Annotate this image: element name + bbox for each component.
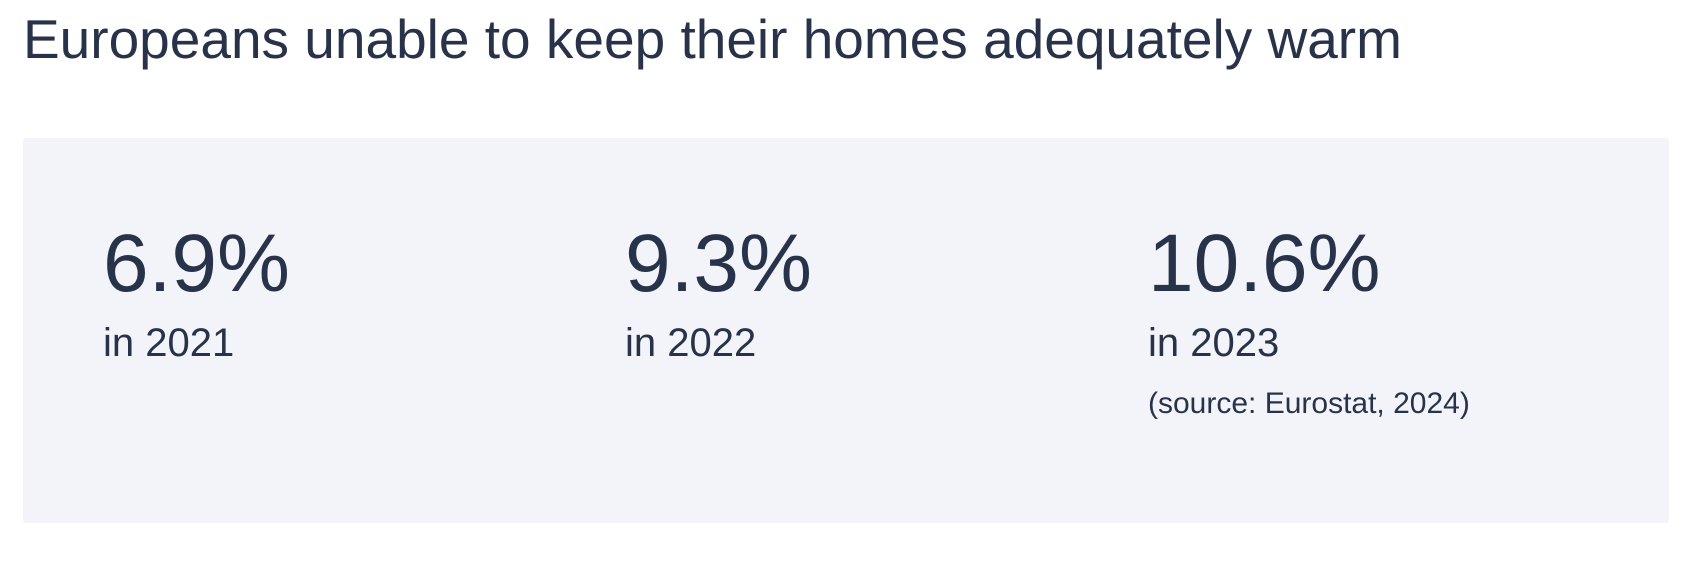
stat-2023: 10.6% in 2023 (source: Eurostat, 2024) [1148,216,1470,422]
source-note: (source: Eurostat, 2024) [1148,387,1470,420]
stat-year-label: in 2022 [625,321,757,365]
stat-2021: 6.9% in 2021 [103,216,290,366]
stat-value: 10.6% [1148,218,1381,309]
stat-year-label: in 2023 [1148,321,1280,365]
stat-2022: 9.3% in 2022 [625,216,812,366]
stat-value: 9.3% [625,218,812,309]
stats-panel: 6.9% in 2021 9.3% in 2022 10.6% in 2023 … [23,138,1669,523]
stat-value: 6.9% [103,218,290,309]
stat-year-label: in 2021 [103,321,235,365]
page-title: Europeans unable to keep their homes ade… [23,8,1402,70]
